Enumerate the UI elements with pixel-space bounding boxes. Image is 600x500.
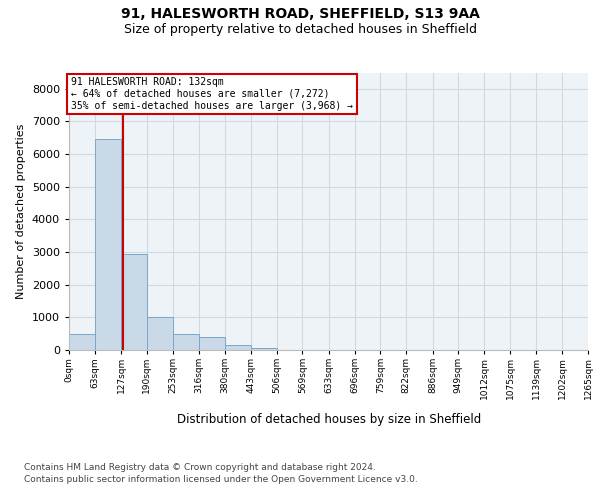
Bar — [95, 140, 121, 350]
Bar — [173, 334, 199, 350]
Y-axis label: Number of detached properties: Number of detached properties — [16, 124, 26, 299]
Bar — [147, 318, 173, 350]
Text: Contains HM Land Registry data © Crown copyright and database right 2024.: Contains HM Land Registry data © Crown c… — [24, 462, 376, 471]
Text: Size of property relative to detached houses in Sheffield: Size of property relative to detached ho… — [124, 22, 476, 36]
Bar — [199, 338, 225, 350]
Bar — [251, 348, 277, 350]
Text: Distribution of detached houses by size in Sheffield: Distribution of detached houses by size … — [176, 412, 481, 426]
Bar — [225, 345, 251, 350]
Bar — [69, 334, 95, 350]
Text: Contains public sector information licensed under the Open Government Licence v3: Contains public sector information licen… — [24, 475, 418, 484]
Text: 91, HALESWORTH ROAD, SHEFFIELD, S13 9AA: 91, HALESWORTH ROAD, SHEFFIELD, S13 9AA — [121, 8, 479, 22]
Text: 91 HALESWORTH ROAD: 132sqm
← 64% of detached houses are smaller (7,272)
35% of s: 91 HALESWORTH ROAD: 132sqm ← 64% of deta… — [71, 78, 353, 110]
Bar — [121, 254, 147, 350]
